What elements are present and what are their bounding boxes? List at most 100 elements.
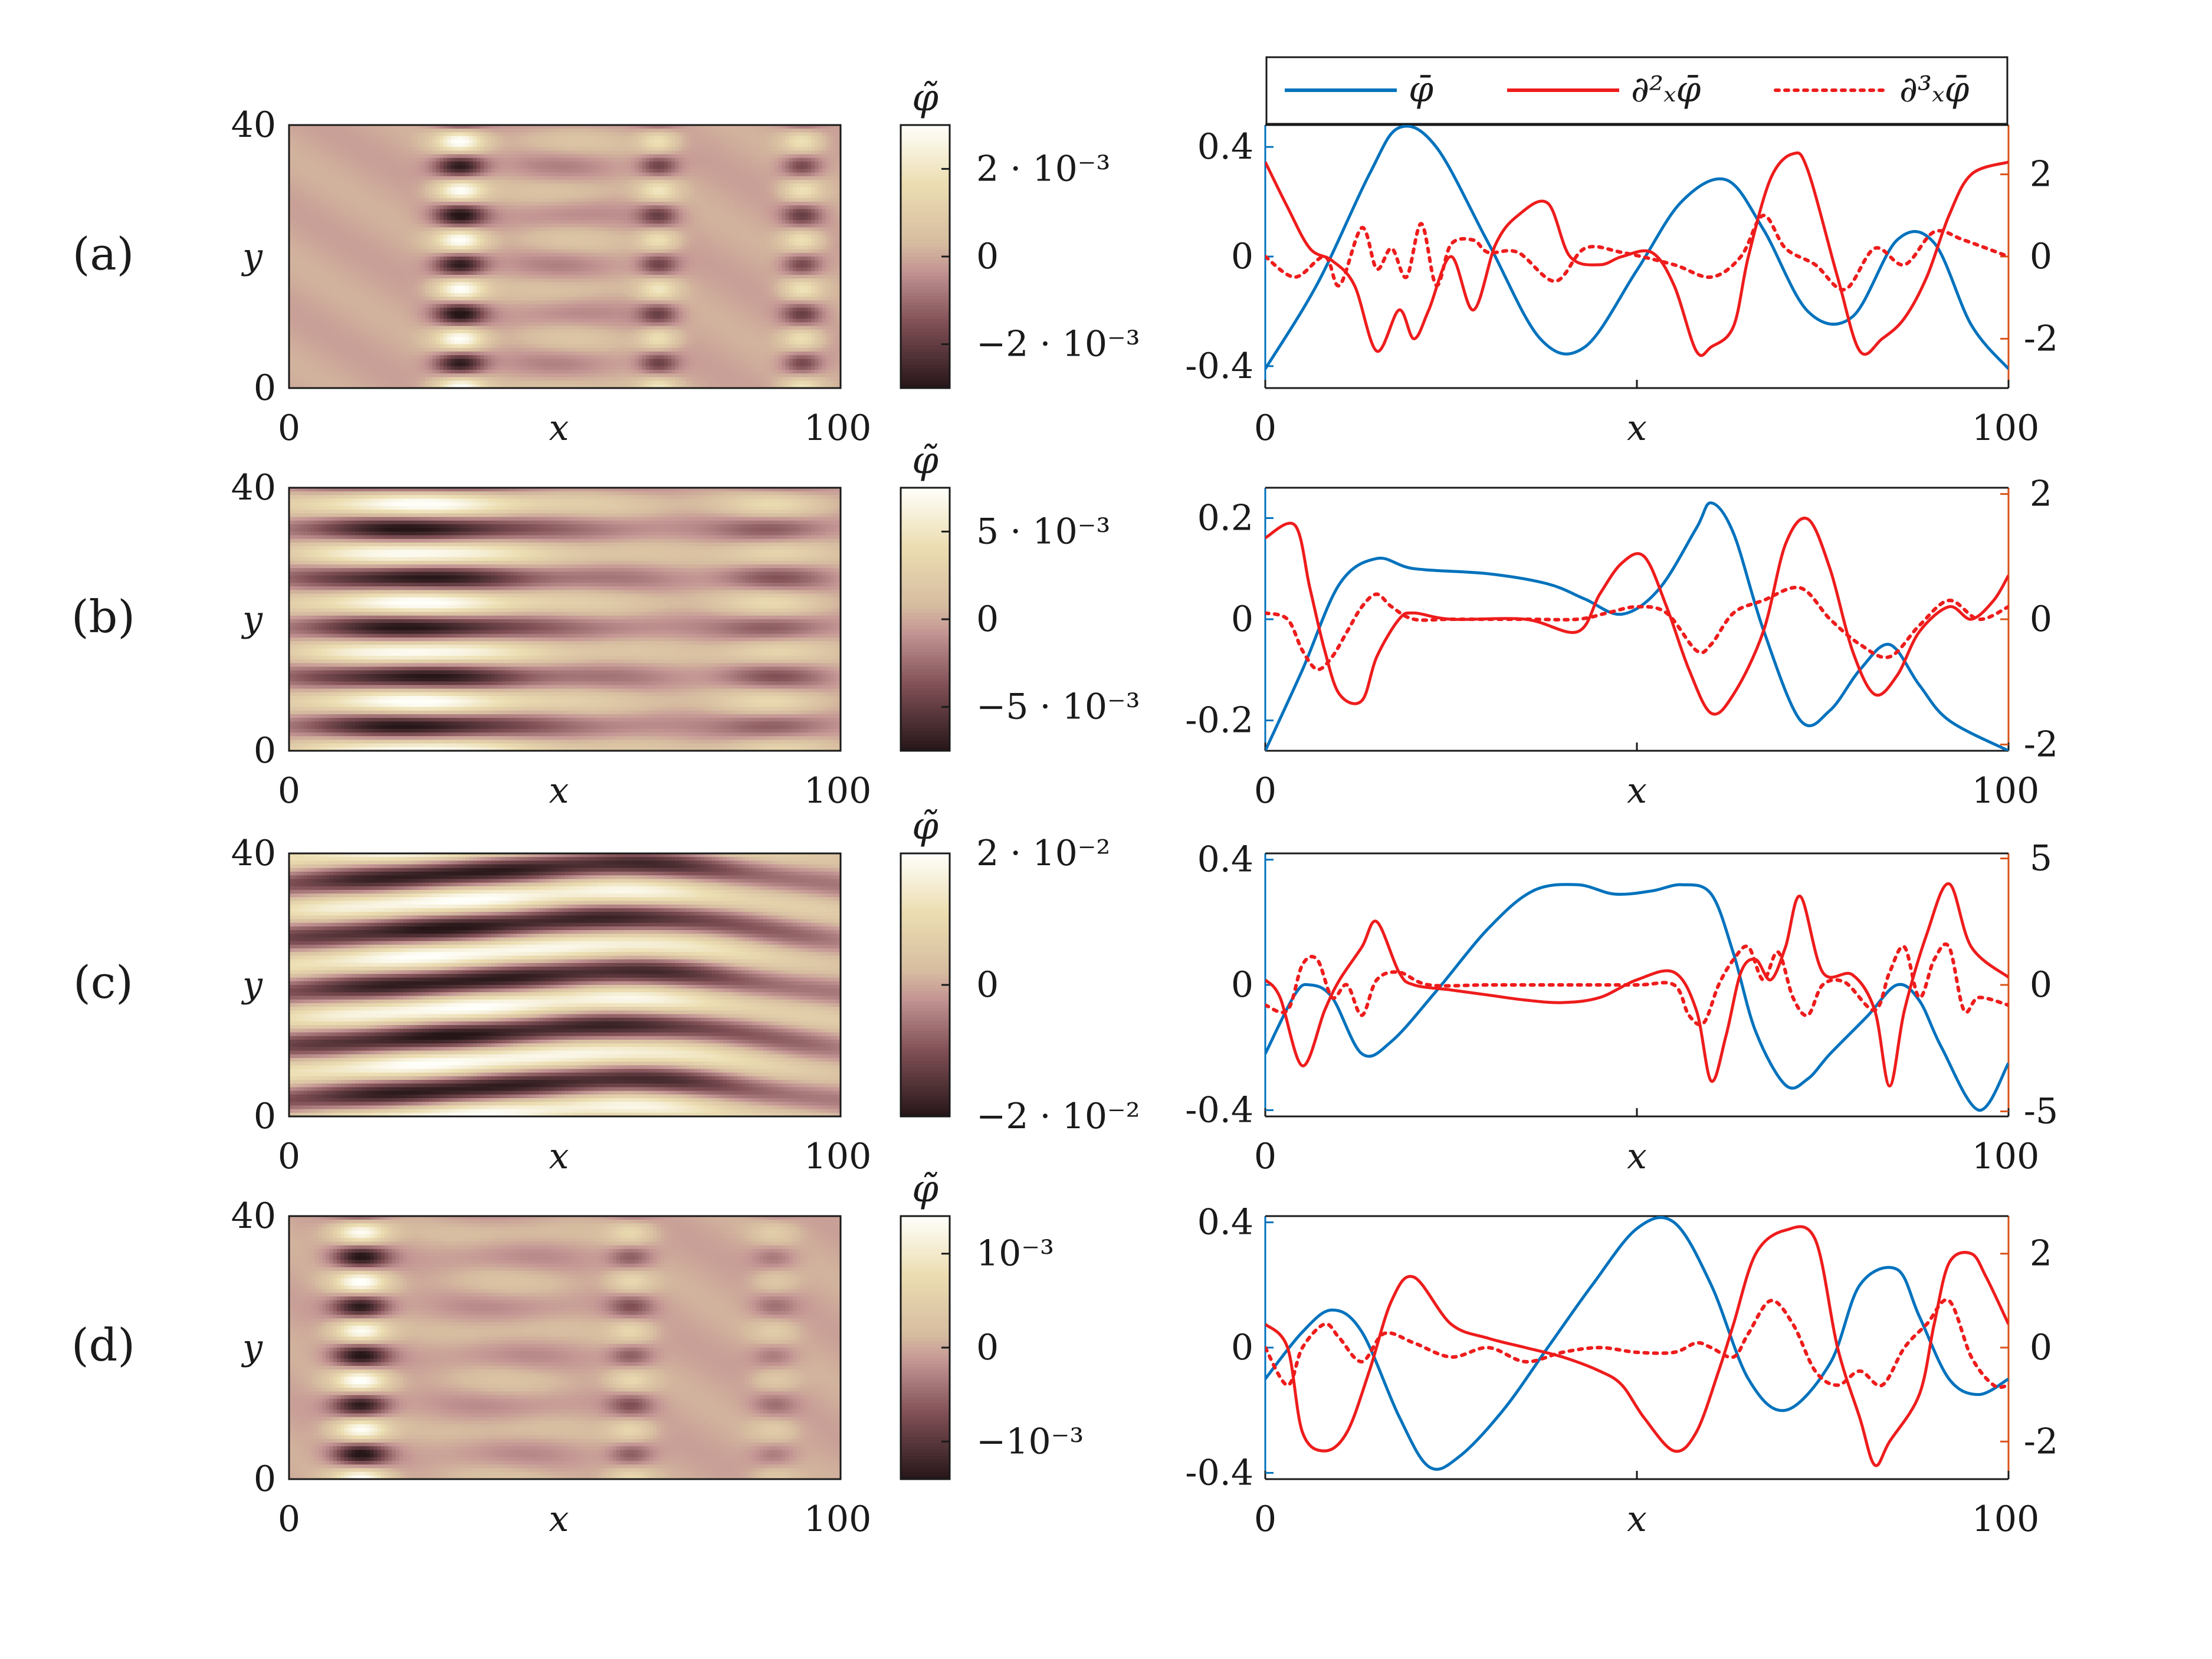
left-tick-label: -0.4 xyxy=(1185,1089,1253,1131)
x-tick-label: 0 xyxy=(1254,1136,1276,1177)
series-line-phi-bar xyxy=(1265,126,2008,369)
left-tick-label: 0 xyxy=(1231,236,1253,277)
left-tick-label: 0.4 xyxy=(1197,839,1253,881)
series-lines xyxy=(1265,1217,2008,1469)
x-tick-label: 100 xyxy=(1972,1499,2040,1540)
right-tick-label: -2 xyxy=(2024,724,2058,765)
y-tick-label: 0 xyxy=(254,367,276,409)
x-axis-label: x xyxy=(1627,770,1647,812)
colorbar-tick-label: −10⁻³ xyxy=(976,1421,1084,1462)
x-tick-label: 0 xyxy=(278,1136,300,1177)
row-label: (d) xyxy=(71,1319,135,1371)
series-line-d2 xyxy=(1265,518,2008,714)
x-axis-label: x xyxy=(1627,408,1647,449)
x-tick-label: 0 xyxy=(1254,1499,1276,1540)
legend: φ̄ ∂²ₓφ̄ ∂³ₓφ̄ xyxy=(1266,57,2007,124)
colorbar-tick-label: 0 xyxy=(976,599,999,640)
colorbar-tick-label: 0 xyxy=(976,1327,999,1368)
left-tick-label: 0.2 xyxy=(1197,497,1253,538)
x-tick-label: 100 xyxy=(1972,408,2040,449)
x-axis-label: x xyxy=(1627,1136,1647,1177)
left-tick-label: -0.4 xyxy=(1185,1452,1253,1493)
y-axis-label: y xyxy=(241,599,263,640)
series-line-phi-bar xyxy=(1265,503,2008,751)
x-axis-label: x xyxy=(549,770,569,812)
right-tick-label: -5 xyxy=(2024,1090,2058,1132)
right-tick-label: 2 xyxy=(2030,474,2052,515)
y-tick-label: 40 xyxy=(231,1195,276,1237)
colorbar-tick-label: −5 · 10⁻³ xyxy=(976,686,1140,728)
left-tick-label: 0 xyxy=(1231,599,1253,640)
legend-phi-bar-text: φ̄ xyxy=(1409,69,1433,110)
heatmap-panel: 0 100 0 40 x y xyxy=(231,467,872,812)
x-tick-label: 100 xyxy=(804,1136,872,1177)
colorbar: φ̃ 5 · 10⁻³ 0 −5 · 10⁻³ xyxy=(901,439,1140,751)
colorbar-title: φ̃ xyxy=(912,439,938,482)
colorbar-tick-label: 0 xyxy=(976,964,999,1006)
x-axis-label: x xyxy=(549,1136,569,1177)
left-tick-label: -0.4 xyxy=(1185,346,1253,387)
left-tick-label: 0 xyxy=(1231,964,1253,1006)
y-tick-label: 40 xyxy=(231,833,276,874)
right-tick-label: 0 xyxy=(2030,236,2052,277)
right-tick-label: 2 xyxy=(2030,154,2052,195)
x-tick-label: 0 xyxy=(278,1499,300,1540)
x-axis-label: x xyxy=(549,408,569,449)
x-tick-label: 0 xyxy=(278,770,300,812)
y-axis-label: y xyxy=(241,236,263,277)
x-axis-label: x xyxy=(549,1499,569,1540)
x-tick-label: 100 xyxy=(804,1499,872,1540)
x-tick-label: 0 xyxy=(278,408,300,449)
series-line-d2 xyxy=(1265,1227,2008,1466)
colorbar-tick-label: −2 · 10⁻² xyxy=(976,1096,1140,1137)
row-label: (a) xyxy=(73,228,134,280)
colorbar: φ̃ 10⁻³ 0 −10⁻³ xyxy=(901,1167,1084,1480)
row-label: (c) xyxy=(73,956,133,1008)
right-tick-label: 5 xyxy=(2030,838,2052,879)
y-axis-label: y xyxy=(241,1327,263,1368)
series-lines xyxy=(1265,883,2008,1110)
colorbar: φ̃2 · 10⁻²0−2 · 10⁻² xyxy=(901,804,1140,1137)
left-tick-label: 0.4 xyxy=(1197,126,1253,167)
series-lines xyxy=(1265,503,2008,751)
colorbar-tick-label: 10⁻³ xyxy=(976,1233,1054,1274)
y-tick-label: 0 xyxy=(254,1458,276,1500)
x-tick-label: 100 xyxy=(1972,770,2040,812)
right-tick-label: -2 xyxy=(2024,1421,2058,1462)
left-tick-label: 0 xyxy=(1231,1327,1253,1368)
y-tick-label: 0 xyxy=(254,1096,276,1137)
heatmap-cells xyxy=(289,125,841,389)
colorbar-tick-label: 2 · 10⁻³ xyxy=(976,148,1110,189)
legend-d3-text: ∂³ₓφ̄ xyxy=(1899,69,1969,110)
x-tick-label: 100 xyxy=(804,770,872,812)
colorbar-tick-label: 5 · 10⁻³ xyxy=(976,511,1110,552)
left-tick-label: -0.2 xyxy=(1185,700,1253,741)
y-tick-label: 40 xyxy=(231,467,276,508)
series-line-phi-bar xyxy=(1265,885,2008,1111)
x-tick-label: 100 xyxy=(804,408,872,449)
series-lines xyxy=(1265,126,2008,369)
x-tick-label: 100 xyxy=(1972,1136,2040,1177)
heatmap-cells xyxy=(289,853,841,1117)
y-axis-label: y xyxy=(241,964,263,1006)
heatmap-cells xyxy=(289,488,841,751)
right-tick-label: 2 xyxy=(2030,1233,2052,1274)
colorbar-tick-label: 0 xyxy=(976,236,999,277)
colorbar-title: φ̃ xyxy=(912,76,938,120)
colorbar-tick-label: −2 · 10⁻³ xyxy=(976,324,1140,365)
row-label: (b) xyxy=(71,590,135,643)
right-tick-label: -2 xyxy=(2024,318,2058,359)
y-tick-label: 0 xyxy=(254,730,276,771)
x-tick-label: 0 xyxy=(1254,770,1276,812)
colorbar: φ̃ 2 · 10⁻³ 0 −2 · 10⁻³ xyxy=(901,76,1140,389)
legend-d2-text: ∂²ₓφ̄ xyxy=(1631,69,1701,110)
left-tick-label: 0.4 xyxy=(1197,1202,1253,1243)
x-axis-label: x xyxy=(1627,1499,1647,1540)
colorbar-title: φ̃ xyxy=(912,1167,938,1211)
x-tick-label: 0 xyxy=(1254,408,1276,449)
